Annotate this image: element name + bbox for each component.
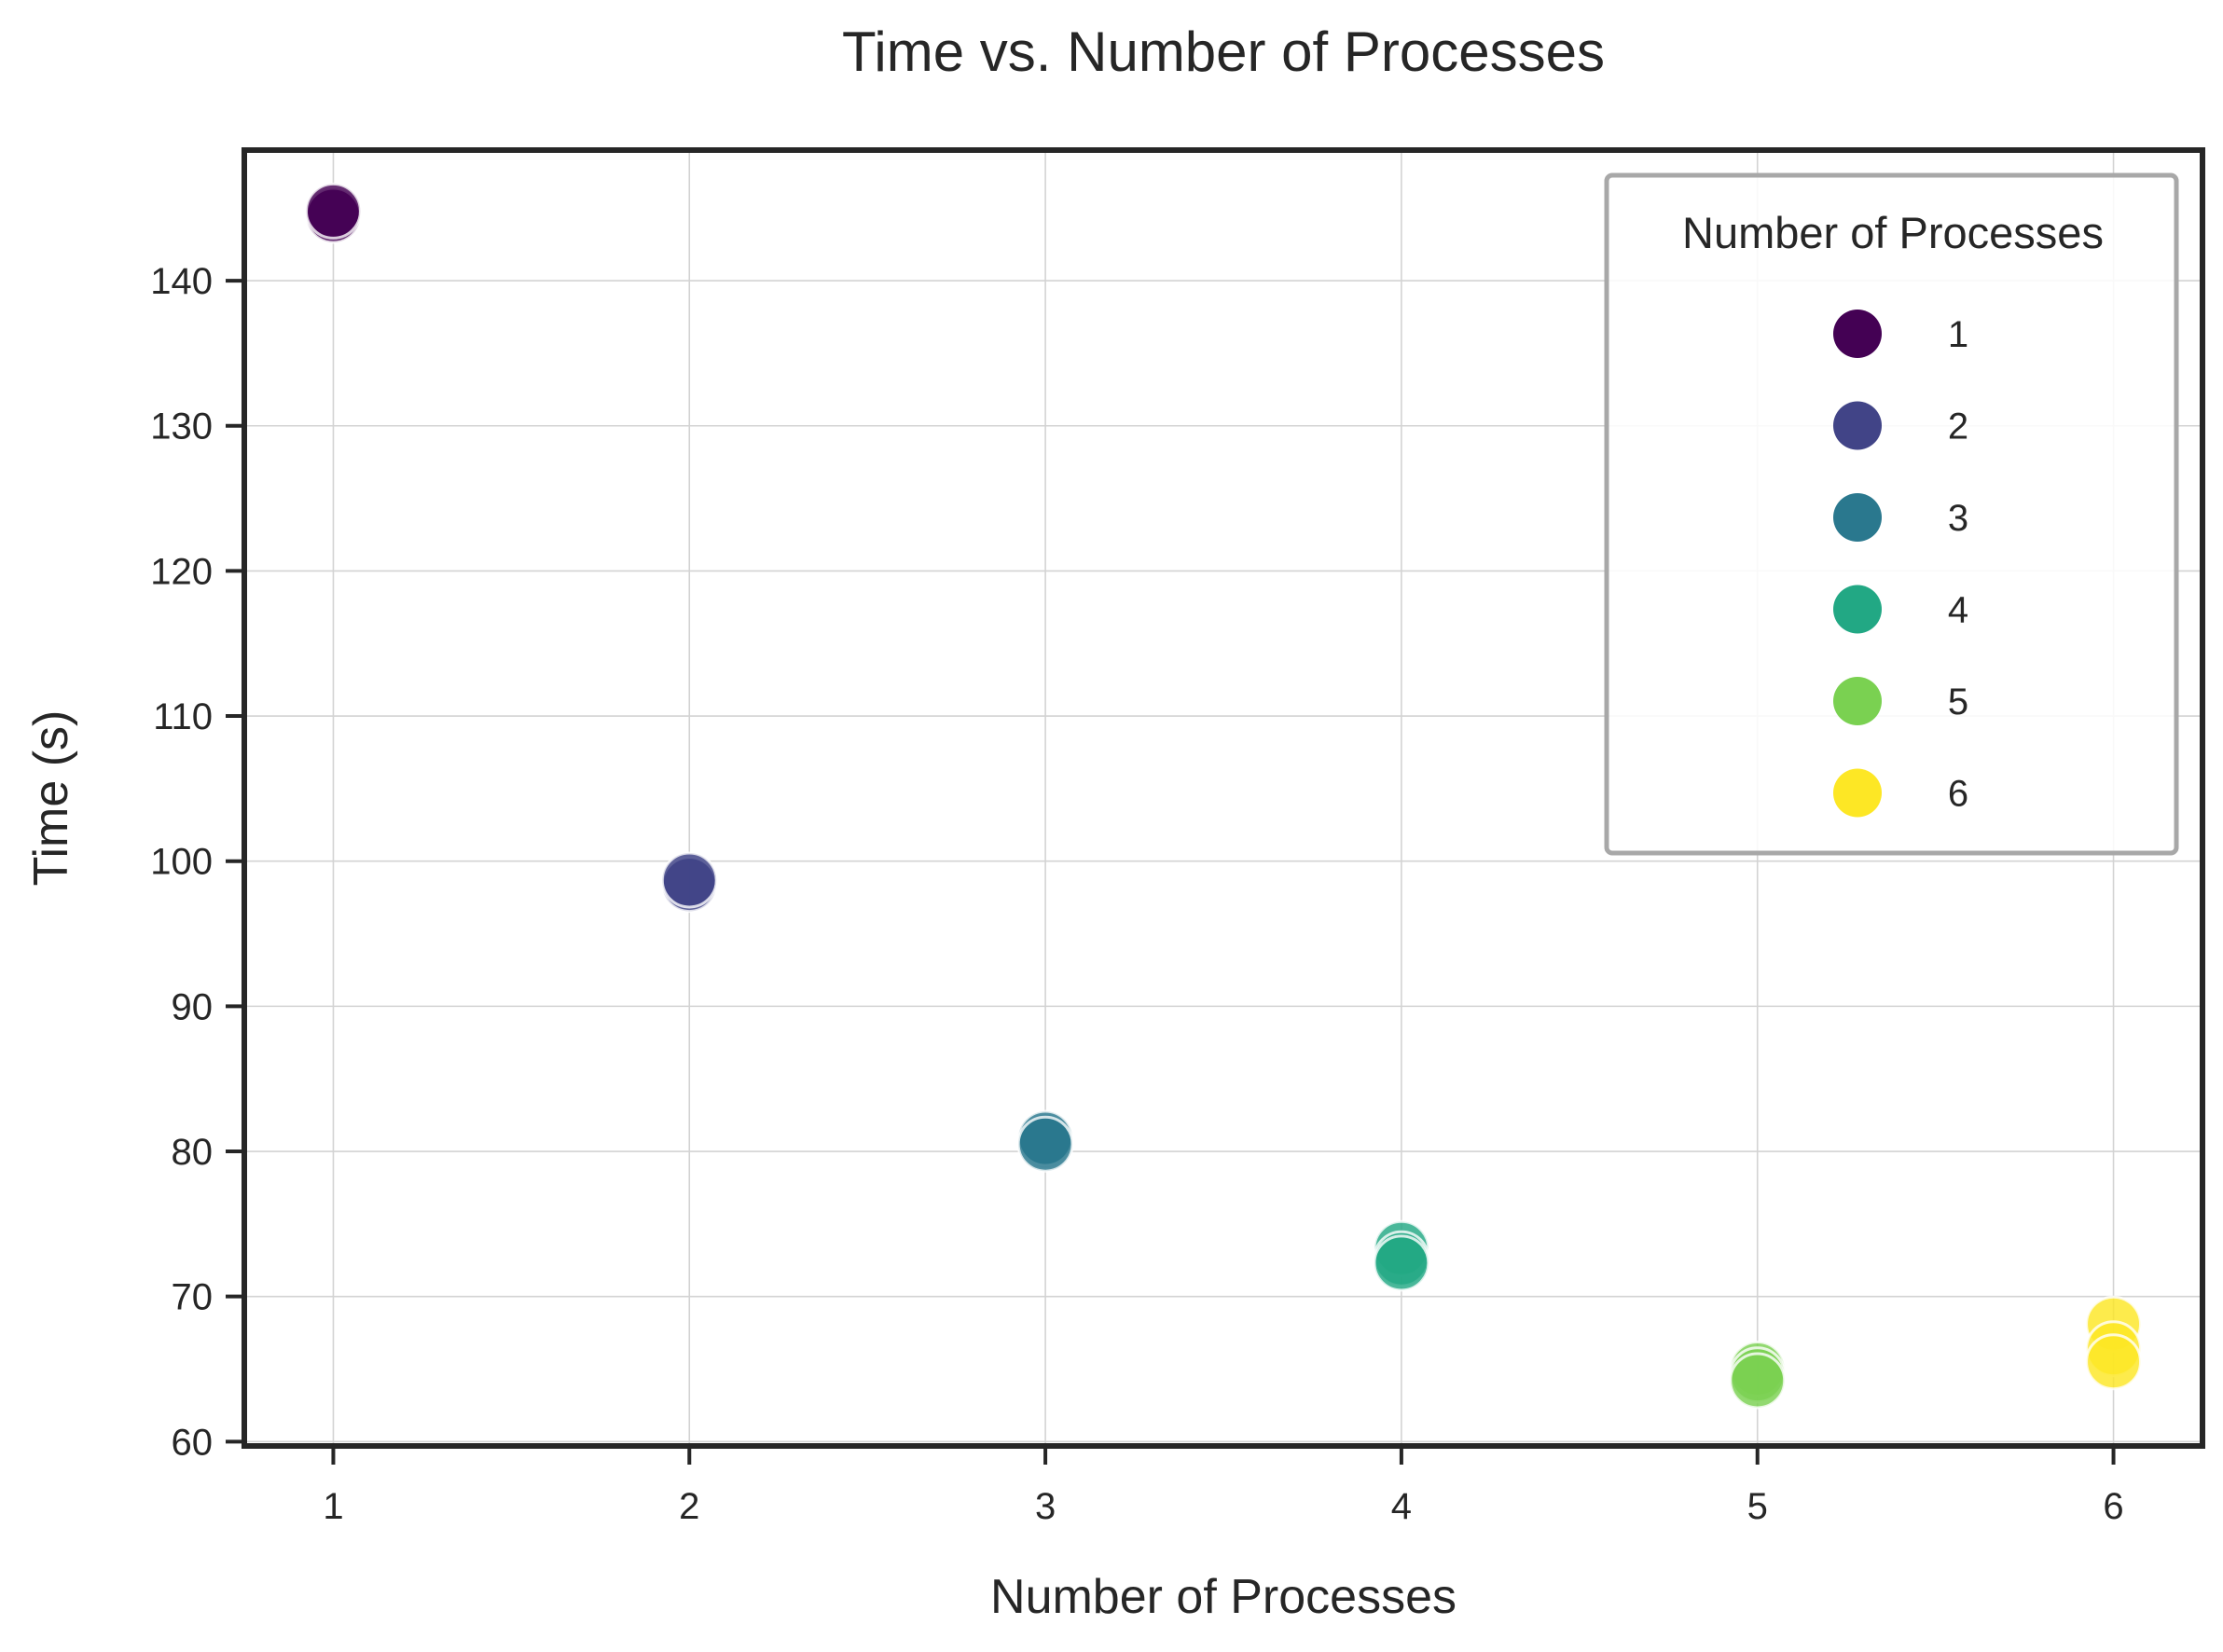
legend-marker — [1833, 585, 1882, 634]
y-axis-ticks: 60 70 80 90 100 110 120 130 140 — [150, 261, 244, 1463]
data-point — [660, 851, 718, 909]
legend-label: 3 — [1948, 498, 1968, 539]
legend-title: Number of Processes — [1682, 208, 2104, 257]
data-point — [1729, 1352, 1787, 1410]
x-tick-label: 2 — [679, 1486, 699, 1527]
data-point — [2085, 1333, 2143, 1391]
legend-label: 2 — [1948, 406, 1968, 447]
data-point — [304, 182, 362, 240]
legend-label: 6 — [1948, 774, 1968, 815]
legend-marker — [1833, 768, 1882, 818]
chart-title: Time vs. Number of Processes — [842, 21, 1605, 83]
x-tick-label: 4 — [1391, 1486, 1412, 1527]
legend-label: 4 — [1948, 590, 1968, 631]
legend-box — [1604, 172, 2179, 856]
y-tick-label: 70 — [172, 1277, 214, 1318]
plot-frame — [242, 147, 2205, 1449]
legend-marker — [1833, 493, 1882, 542]
y-tick-label: 110 — [153, 696, 213, 737]
legend-label: 1 — [1948, 314, 1968, 355]
x-tick-label: 3 — [1035, 1486, 1056, 1527]
y-tick-label: 60 — [172, 1422, 214, 1463]
x-tick-label: 6 — [2103, 1486, 2123, 1527]
legend: Number of Processes 1 2 3 4 5 6 — [1604, 172, 2179, 856]
y-axis-label: Time (s) — [24, 710, 78, 887]
data-points — [304, 182, 2143, 1410]
y-tick-label: 80 — [172, 1132, 214, 1173]
y-tick-label: 90 — [172, 986, 214, 1027]
x-tick-label: 5 — [1747, 1486, 1768, 1527]
legend-marker — [1833, 401, 1882, 450]
y-tick-label: 140 — [150, 261, 213, 302]
data-point — [1373, 1234, 1430, 1292]
x-tick-label: 1 — [323, 1486, 343, 1527]
x-axis-ticks: 1 2 3 4 5 6 — [323, 1446, 2124, 1527]
x-axis-label: Number of Processes — [990, 1570, 1457, 1624]
legend-marker — [1833, 310, 1882, 358]
y-tick-label: 130 — [150, 406, 213, 447]
legend-label: 5 — [1948, 681, 1968, 723]
legend-marker — [1833, 677, 1882, 725]
y-tick-label: 120 — [150, 551, 213, 592]
legend-items: 1 2 3 4 5 6 — [1833, 310, 1968, 818]
data-point — [1016, 1115, 1074, 1173]
y-tick-label: 100 — [150, 842, 213, 883]
